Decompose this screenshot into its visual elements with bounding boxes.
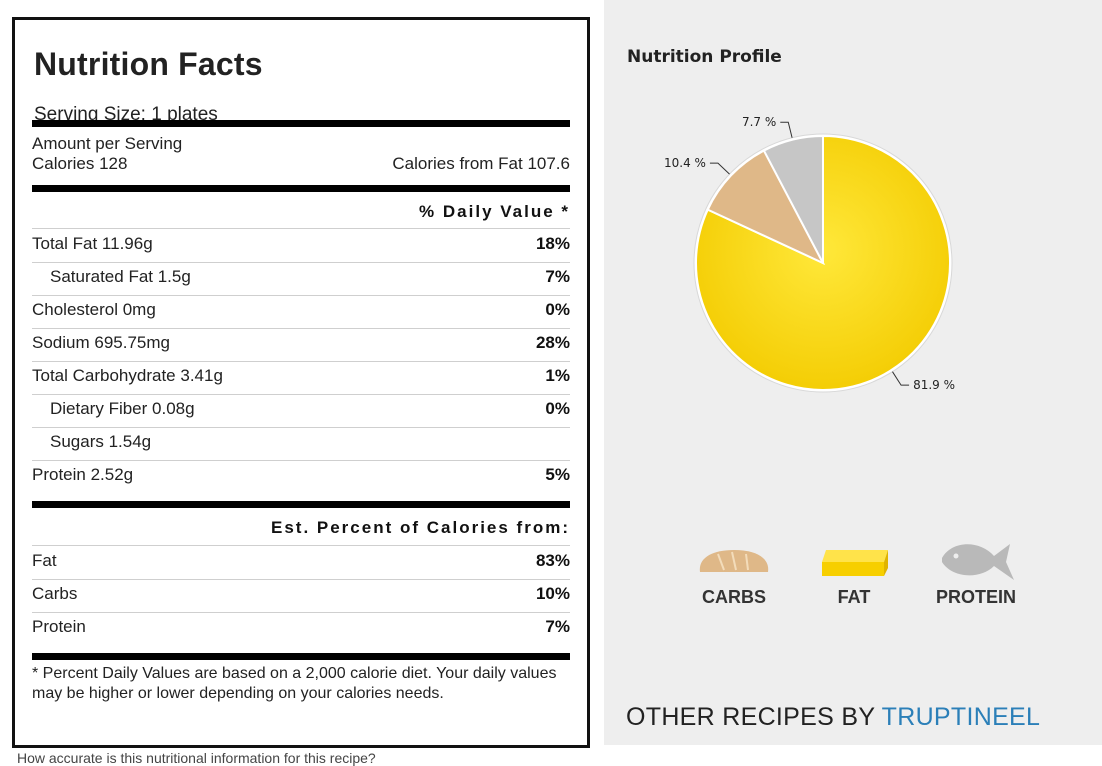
serving-size: Serving Size: 1 plates — [34, 104, 218, 125]
nutrient-name: Saturated Fat 1.5g — [50, 267, 191, 286]
calorie-source-row: Fat 83% — [32, 546, 570, 579]
calorie-source-name: Carbs — [32, 584, 78, 603]
nutrient-row: Protein 2.52g 5% — [32, 460, 570, 493]
divider — [32, 501, 570, 508]
nutrient-name: Total Fat 11.96g — [32, 234, 153, 253]
nutrition-pie-chart: 81.9 % 10.4 % 7.7 % — [664, 115, 955, 393]
amount-per-serving: Amount per Serving — [32, 134, 183, 153]
nutrient-row: Cholesterol 0mg 0% — [32, 295, 570, 328]
pie-slice-label: 81.9 % — [913, 378, 955, 392]
divider — [32, 185, 570, 192]
nutrition-facts-content: Nutrition Facts Serving Size: 1 plates A… — [32, 20, 570, 745]
nutrient-row: Sugars 1.54g — [32, 427, 570, 460]
calorie-source-row: Carbs 10% — [32, 579, 570, 612]
pie-leader-line — [709, 162, 730, 175]
butter-icon — [822, 550, 888, 576]
legend-protein: PROTEIN — [921, 538, 1031, 608]
nutrient-value: 1% — [545, 366, 570, 385]
nutrition-facts-title: Nutrition Facts — [34, 46, 263, 82]
pie-leader-line — [780, 121, 793, 138]
divider — [32, 295, 570, 296]
pie-slice-fat — [695, 134, 951, 391]
calories-row: Calories 128 Calories from Fat 107.6 — [32, 154, 570, 174]
nutrient-row: Total Carbohydrate 3.41g 1% — [32, 361, 570, 394]
pie-slice-label: 7.7 % — [742, 115, 776, 129]
nutrient-name: Sodium 695.75mg — [32, 333, 170, 352]
nutrient-row: Saturated Fat 1.5g 7% — [32, 262, 570, 295]
divider — [32, 653, 570, 660]
accuracy-question-link[interactable]: How accurate is this nutritional informa… — [17, 750, 376, 766]
nutrient-value: 0% — [545, 300, 570, 319]
nutrient-row: Sodium 695.75mg 28% — [32, 328, 570, 361]
est-calories-header: Est. Percent of Calories from: — [270, 518, 570, 537]
legend-label: PROTEIN — [935, 587, 1016, 607]
calorie-source-name: Protein — [32, 617, 86, 636]
legend-fat: FAT — [799, 538, 909, 608]
nutrient-name: Protein 2.52g — [32, 465, 134, 484]
legend-carbs: CARBS — [679, 538, 789, 608]
bread-icon — [699, 550, 769, 572]
pie-slice-carbs — [706, 149, 826, 266]
other-recipes-link[interactable]: OTHER RECIPES BY TRUPTINEEL — [626, 703, 1040, 732]
nutrient-name: Cholesterol 0mg — [32, 300, 156, 319]
divider — [32, 612, 570, 613]
pie-slice-label: 10.4 % — [664, 156, 706, 170]
nutrient-value: 18% — [535, 234, 570, 253]
divider — [32, 262, 570, 263]
legend-label: FAT — [837, 587, 871, 607]
nutrition-profile-title: Nutrition Profile — [627, 47, 782, 67]
nutrition-facts-label: Nutrition Facts Serving Size: 1 plates A… — [12, 17, 590, 748]
calorie-source-value: 83% — [535, 551, 570, 570]
divider — [32, 228, 570, 229]
nutrient-row: Total Fat 11.96g 18% — [32, 229, 570, 262]
nutrient-row: Dietary Fiber 0.08g 0% — [32, 394, 570, 427]
divider — [32, 120, 570, 127]
nutrient-name: Dietary Fiber 0.08g — [50, 399, 195, 418]
pie-slice-protein — [762, 134, 824, 264]
calories-from-fat: Calories from Fat 107.6 — [392, 154, 570, 173]
author-name[interactable]: TRUPTINEEL — [881, 703, 1041, 731]
nutrient-value: 5% — [545, 465, 570, 484]
divider — [32, 394, 570, 395]
divider — [32, 427, 570, 428]
nutrient-value: 28% — [535, 333, 570, 352]
calories-value: Calories 128 — [32, 154, 128, 173]
nutrient-value: 7% — [545, 267, 570, 286]
nutrient-name: Sugars 1.54g — [50, 432, 152, 451]
divider — [32, 545, 570, 546]
other-recipes-prefix: OTHER RECIPES BY — [626, 703, 882, 731]
pie-leader-line — [892, 371, 910, 386]
divider — [32, 361, 570, 362]
calorie-source-row: Protein 7% — [32, 612, 570, 645]
nutrition-profile-panel: Nutrition Profile 81.9 % 10.4 % 7.7 % CARB… — [604, 0, 1102, 745]
calorie-source-value: 7% — [545, 617, 570, 636]
fish-icon — [942, 544, 1014, 580]
calorie-source-name: Fat — [32, 551, 57, 570]
divider — [32, 328, 570, 329]
calorie-source-value: 10% — [535, 584, 570, 603]
footnote: * Percent Daily Values are based on a 2,… — [32, 665, 557, 702]
nutrient-name: Total Carbohydrate 3.41g — [32, 366, 223, 385]
divider — [32, 579, 570, 580]
legend-label: CARBS — [701, 587, 766, 607]
nutrient-value: 0% — [545, 399, 570, 418]
divider — [32, 460, 570, 461]
daily-value-header: % Daily Value * — [419, 202, 570, 221]
